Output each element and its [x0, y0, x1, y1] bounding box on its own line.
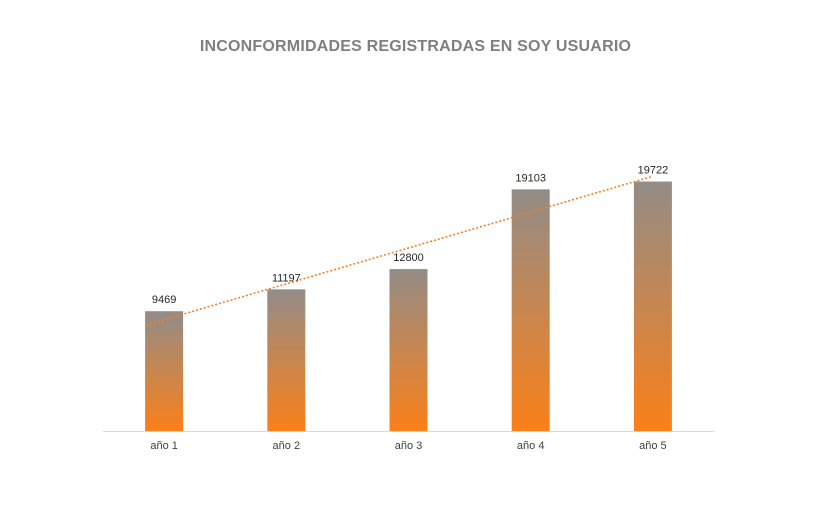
data-label-3: 12800 — [393, 252, 424, 264]
data-label-5: 19722 — [638, 165, 669, 177]
bars — [145, 181, 672, 431]
data-label-1: 9469 — [152, 294, 176, 306]
trendline-layer — [145, 175, 654, 326]
x-tick-label-5: año 5 — [639, 440, 667, 452]
bar-1 — [145, 311, 184, 431]
chart-title: INCONFORMIDADES REGISTRADAS EN SOY USUAR… — [199, 38, 632, 55]
bar-2 — [267, 289, 306, 431]
bar-5 — [633, 181, 672, 431]
x-tick-label-3: año 3 — [395, 440, 423, 452]
x-tick-label-1: año 1 — [150, 440, 178, 452]
x-tick-label-2: año 2 — [273, 440, 301, 452]
data-label-4: 19103 — [515, 172, 546, 184]
trendline — [145, 175, 654, 326]
x-tick-label-4: año 4 — [517, 440, 545, 452]
x-axis-tick-labels: año 1 año 2 año 3 año 4 año 5 — [150, 440, 666, 452]
bar-3 — [389, 269, 428, 431]
data-labels: 9469 11197 12800 19103 19722 — [152, 165, 668, 307]
data-label-2: 11197 — [272, 272, 301, 284]
bar-4 — [511, 189, 550, 431]
